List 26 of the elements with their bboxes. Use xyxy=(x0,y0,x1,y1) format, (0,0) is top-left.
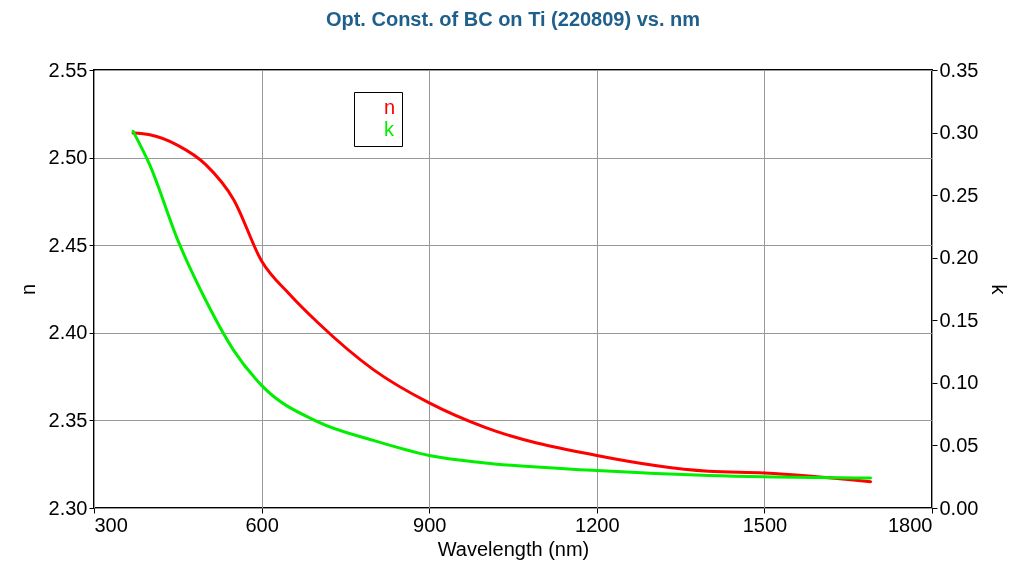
y2-tick-label: 0.35 xyxy=(939,58,979,81)
x-tick-label: 600 xyxy=(245,513,279,536)
y-tick-label: 2.45 xyxy=(48,233,88,256)
x-tick-label: 1500 xyxy=(742,513,788,536)
y2-axis-title: k xyxy=(988,284,1011,296)
y-tick-label: 2.35 xyxy=(48,408,88,431)
y-tick-label: 2.40 xyxy=(48,321,88,344)
y2-tick-label: 0.05 xyxy=(939,433,979,456)
y2-tick-label: 0.15 xyxy=(939,308,979,331)
y2-tick-label: 0.25 xyxy=(939,183,979,206)
y-tick-label: 2.30 xyxy=(48,496,88,519)
y2-tick-label: 0.20 xyxy=(939,246,979,269)
x-tick-label: 900 xyxy=(413,513,447,536)
chart-title: Opt. Const. of BC on Ti (220809) vs. nm xyxy=(325,8,701,30)
x-tick-label: 1200 xyxy=(575,513,620,536)
y2-tick-label: 0.00 xyxy=(939,496,979,519)
y-tick-label: 2.55 xyxy=(48,58,88,81)
y2-tick-label: 0.30 xyxy=(939,121,979,144)
text: k xyxy=(384,118,395,140)
y2-tick-label: 0.10 xyxy=(939,371,979,394)
x-tick-label: 1800 xyxy=(888,513,933,536)
x-axis-title: Wavelength (nm) xyxy=(437,537,590,560)
x-tick-label: 300 xyxy=(94,513,128,536)
y-tick-label: 2.50 xyxy=(48,146,88,169)
y-axis-title: n xyxy=(16,283,39,296)
text: n xyxy=(384,96,396,118)
